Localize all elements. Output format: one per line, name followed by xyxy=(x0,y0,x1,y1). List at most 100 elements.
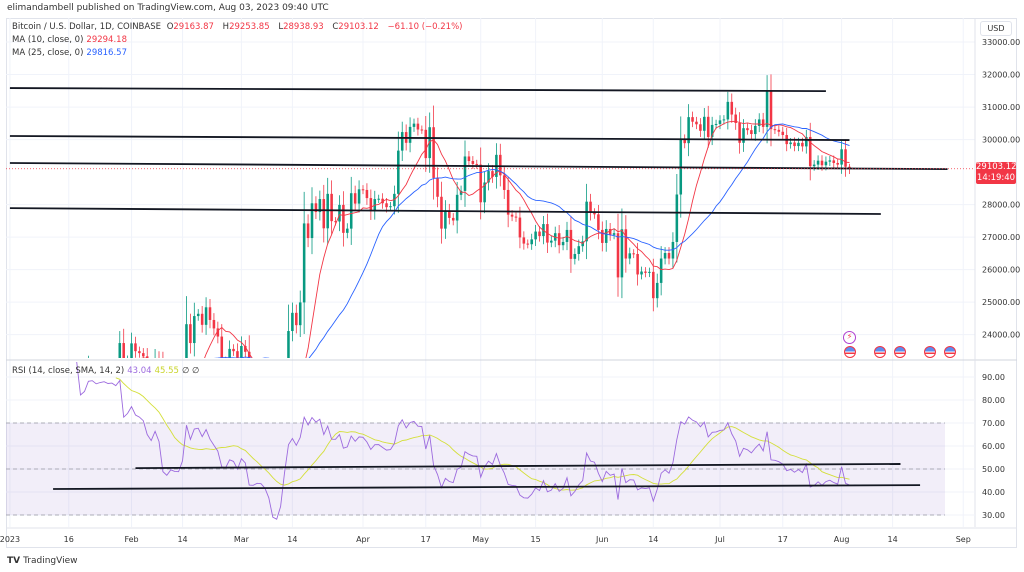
candle-body xyxy=(808,136,812,167)
candle-body xyxy=(322,199,326,229)
us-flag-icon[interactable] xyxy=(944,346,956,358)
candle-body xyxy=(87,378,90,430)
candle-body xyxy=(302,223,306,303)
x-tick-label: Sep xyxy=(956,535,971,544)
candle-body xyxy=(412,123,416,127)
candle-body xyxy=(400,132,404,151)
candle-body xyxy=(389,206,392,208)
rsi-tick-label: 60.00 xyxy=(982,442,1005,451)
candle-body xyxy=(750,130,753,135)
candle-body xyxy=(142,353,145,357)
candle-body xyxy=(310,203,314,239)
candle-body xyxy=(526,243,530,245)
candle-body xyxy=(346,228,349,233)
open-value: 29163.87 xyxy=(173,22,214,32)
x-tick-label: May xyxy=(472,535,489,544)
rsi-tick-label: 70.00 xyxy=(982,419,1005,428)
x-tick-label: 17 xyxy=(421,535,431,544)
x-tick-label: 17 xyxy=(778,535,788,544)
candle-body xyxy=(797,142,800,147)
rsi-line xyxy=(76,362,850,520)
candle-body xyxy=(671,241,675,259)
rsi-legend[interactable]: RSI (14, close, SMA, 14, 2) 43.04 45.55 ∅ ∅ xyxy=(12,366,200,376)
lightning-icon[interactable]: ⚡ xyxy=(843,331,856,344)
us-flag-icon[interactable] xyxy=(874,346,886,358)
candle-body xyxy=(138,351,141,354)
candle-body xyxy=(256,386,259,389)
ma10-legend[interactable]: MA (10, close, 0) 29294.18 xyxy=(12,35,127,45)
us-flag-icon[interactable] xyxy=(844,346,856,358)
candle-body xyxy=(193,316,196,344)
candle-body xyxy=(620,229,624,278)
candle-body xyxy=(204,307,208,325)
candle-body xyxy=(268,393,271,409)
low-value: 28938.93 xyxy=(283,22,324,32)
candle-body xyxy=(789,142,792,145)
candle-body xyxy=(502,175,506,190)
candle-body xyxy=(616,233,620,278)
candle-body xyxy=(652,271,655,299)
candle-body xyxy=(189,324,192,344)
price-tick-label: 27000.00 xyxy=(982,233,1020,242)
x-tick-label: 16 xyxy=(64,535,74,544)
rsi-tick-label: 40.00 xyxy=(982,488,1005,497)
us-flag-icon[interactable] xyxy=(894,346,906,358)
us-flag-icon[interactable] xyxy=(924,346,936,358)
rsi-tick-label: 50.00 xyxy=(982,465,1005,474)
price-tick-label: 28000.00 xyxy=(982,201,1020,210)
price-tick-label: 25000.00 xyxy=(982,298,1020,307)
candle-body xyxy=(298,302,302,326)
price-tick-label: 32000.00 xyxy=(982,71,1020,80)
candle-body xyxy=(687,117,690,144)
candle-body xyxy=(236,351,239,358)
candle-body xyxy=(632,253,635,255)
candle-body xyxy=(726,101,730,120)
price-tick-label: 26000.00 xyxy=(982,266,1020,275)
ma25-legend[interactable]: MA (25, close, 0) 29816.57 xyxy=(12,48,127,58)
candle-body xyxy=(408,126,412,143)
candle-body xyxy=(655,282,659,299)
tradingview-logo[interactable]: TV TradingView xyxy=(7,556,78,566)
x-tick-label: 14 xyxy=(287,535,297,544)
candle-body xyxy=(699,124,702,131)
candle-body xyxy=(216,328,220,337)
x-tick-label: 14 xyxy=(177,535,187,544)
price-trendline xyxy=(9,87,826,93)
candle-body xyxy=(597,214,600,230)
x-tick-label: 2023 xyxy=(0,535,20,544)
candle-body xyxy=(487,171,490,183)
candle-body xyxy=(640,271,643,275)
candle-body xyxy=(342,204,345,233)
x-tick-label: 14 xyxy=(888,535,898,544)
candle-body xyxy=(534,231,537,240)
candle-body xyxy=(471,161,475,164)
candle-body xyxy=(444,210,447,229)
candle-body xyxy=(244,345,247,352)
candle-body xyxy=(659,258,663,283)
candle-body xyxy=(334,221,337,223)
currency-button[interactable]: USD xyxy=(980,21,1012,36)
candle-body xyxy=(448,210,451,218)
candle-body xyxy=(169,404,172,411)
candle-body xyxy=(220,336,224,358)
candle-body xyxy=(675,194,679,242)
candle-body xyxy=(428,127,431,159)
candle-body xyxy=(805,136,808,147)
candle-body xyxy=(816,160,820,165)
candle-body xyxy=(718,120,722,124)
candle-body xyxy=(820,160,824,166)
candle-body xyxy=(232,348,235,352)
candle-body xyxy=(252,388,255,389)
candle-body xyxy=(683,139,686,144)
x-tick-label: Apr xyxy=(356,535,371,544)
candle-body xyxy=(777,129,781,132)
candle-body xyxy=(761,119,765,127)
rsi-ma-line xyxy=(115,377,850,491)
candle-body xyxy=(479,164,482,203)
candle-body xyxy=(357,189,361,204)
candle-body xyxy=(663,253,667,259)
candle-body xyxy=(538,231,541,237)
candle-body xyxy=(122,343,125,358)
candle-body xyxy=(177,406,180,407)
